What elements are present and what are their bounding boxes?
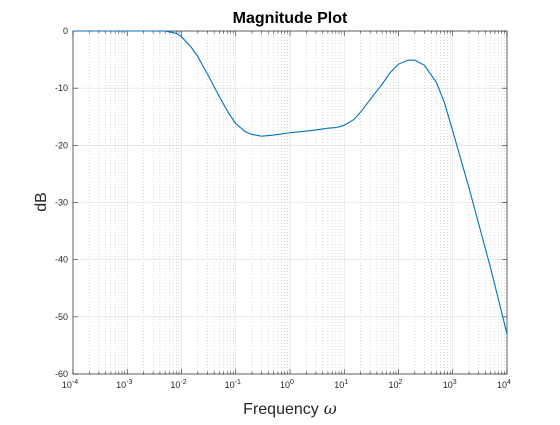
x-axis-label-symbol: ω [324,399,337,418]
x-tick-base: 10 [497,380,507,390]
magnitude-series-line [73,30,508,335]
x-tick-label: 102 [389,379,403,390]
x-tick-base: 10 [225,380,235,390]
x-tick-exponent: 2 [399,379,403,386]
x-tick-exponent: 1 [344,379,348,386]
x-tick-label: 103 [443,379,457,390]
series-layer [73,30,508,335]
x-tick-exponent: 3 [453,379,457,386]
x-tick-base: 10 [116,380,126,390]
x-tick-label: 101 [334,379,348,390]
y-tick-label: -20 [55,140,68,150]
x-tick-exponent: 0 [290,379,294,386]
chart-title: Magnitude Plot [233,10,348,27]
x-tick-label: 10-2 [170,379,186,390]
x-tick-exponent: -3 [126,379,132,386]
y-tick-label: 0 [63,26,68,36]
x-tick-base: 10 [62,380,72,390]
x-axis-label-text: Frequency [243,401,319,418]
x-tick-base: 10 [334,380,344,390]
x-tick-exponent: -2 [180,379,186,386]
y-tick-label: -10 [55,83,68,93]
y-tick-label: -30 [55,198,68,208]
x-tick-base: 10 [389,380,399,390]
x-tick-exponent: 4 [507,379,511,386]
x-tick-base: 10 [443,380,453,390]
x-tick-exponent: -4 [72,379,78,386]
y-tick-label: -40 [55,255,68,265]
x-tick-label: 10-1 [225,379,241,390]
y-tick-label: -60 [55,369,68,379]
x-tick-label: 10-4 [62,379,78,390]
x-tick-labels: 10-4 10-3 10-2 10-1 100 101 102 103 104 [62,379,511,390]
y-tick-labels: -60 -50 -40 -30 -20 -10 0 [55,26,68,379]
axis-ticks [72,30,508,375]
x-tick-exponent: -1 [235,379,241,386]
x-tick-base: 10 [170,380,180,390]
x-tick-label: 10-3 [116,379,132,390]
y-tick-label: -50 [55,312,68,322]
x-tick-label: 104 [497,379,511,390]
x-tick-label: 100 [280,379,294,390]
x-tick-base: 10 [280,380,290,390]
y-axis-label: dB [33,192,50,212]
x-axis-label: Frequency ω [243,399,337,418]
